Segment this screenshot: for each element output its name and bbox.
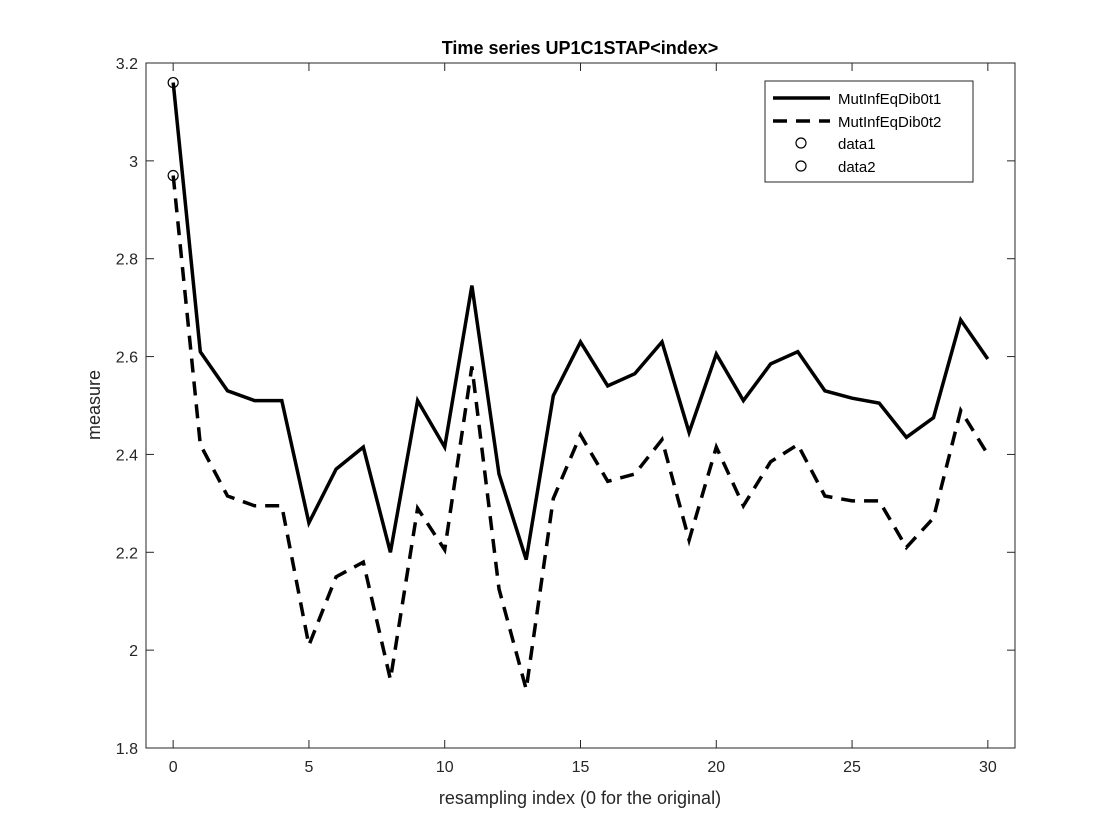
x-tick-label: 25: [843, 759, 861, 776]
y-tick-label: 2.8: [116, 252, 138, 269]
y-axis-label: measure: [84, 370, 104, 440]
y-tick-label: 1.8: [116, 741, 138, 758]
x-tick-label: 10: [436, 759, 454, 776]
marker-data1: [167, 76, 179, 89]
series-line-1: [171, 82, 990, 561]
series-line-2: [171, 175, 990, 690]
y-tick-label: 2.2: [116, 545, 138, 562]
x-tick-label: 20: [707, 759, 725, 776]
legend-label-data1: data1: [838, 136, 876, 153]
x-tick-label: 0: [169, 759, 178, 776]
legend-label-series-2: MutInfEqDib0t2: [838, 114, 941, 131]
marker-data2: [167, 169, 179, 182]
legend-label-data2: data2: [838, 159, 876, 176]
x-tick-label: 15: [572, 759, 590, 776]
y-tick-label: 3.2: [116, 56, 138, 73]
x-axis-label: resampling index (0 for the original): [439, 788, 721, 808]
chart-marks: [167, 76, 990, 690]
tick-group: 0 5 10 15 20 25 30 1.8 2 2.2 2.4 2.6 2.8 3 3.2: [116, 56, 1015, 776]
y-tick-label: 2.6: [116, 350, 138, 367]
y-tick-label: 2.4: [116, 447, 138, 464]
y-tick-label: 3: [129, 154, 138, 171]
y-tick-label: 2: [129, 643, 138, 660]
chart-title: Time series UP1C1STAP<index>: [442, 38, 718, 58]
x-tick-label: 5: [304, 759, 313, 776]
legend: MutInfEqDib0t1 MutInfEqDib0t2 data1 data…: [764, 80, 974, 183]
legend-marker-data2: [795, 160, 807, 172]
legend-marker-data1: [795, 137, 807, 149]
x-tick-label: 30: [979, 759, 997, 776]
legend-label-series-1: MutInfEqDib0t1: [838, 91, 941, 108]
